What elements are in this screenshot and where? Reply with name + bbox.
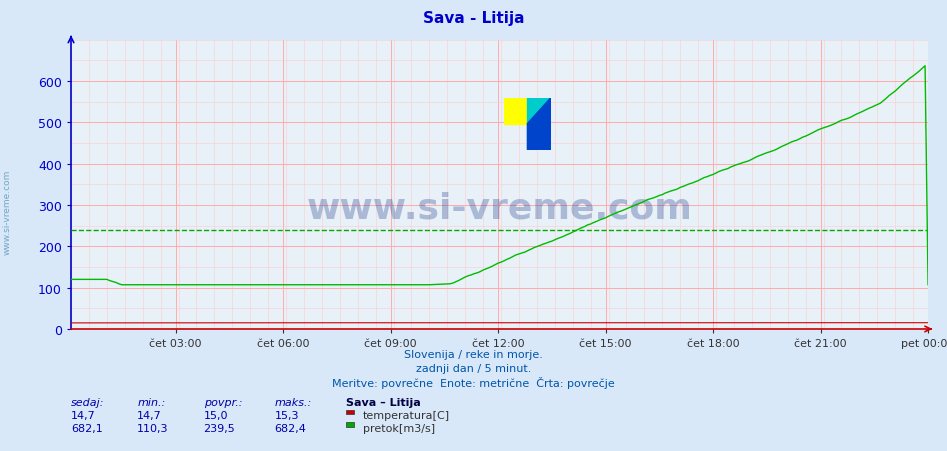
Text: 14,7: 14,7 [71, 410, 96, 420]
Polygon shape [527, 98, 551, 150]
Text: 239,5: 239,5 [204, 423, 236, 433]
Polygon shape [504, 98, 527, 124]
Text: 682,4: 682,4 [275, 423, 307, 433]
Text: 15,0: 15,0 [204, 410, 228, 420]
Text: sedaj:: sedaj: [71, 397, 104, 407]
Text: 14,7: 14,7 [137, 410, 162, 420]
Text: Sava – Litija: Sava – Litija [346, 397, 420, 407]
Text: zadnji dan / 5 minut.: zadnji dan / 5 minut. [416, 363, 531, 373]
Text: Sava - Litija: Sava - Litija [422, 11, 525, 26]
Text: 15,3: 15,3 [275, 410, 299, 420]
Text: maks.:: maks.: [275, 397, 312, 407]
Text: www.si-vreme.com: www.si-vreme.com [307, 191, 692, 225]
Text: 110,3: 110,3 [137, 423, 169, 433]
Text: Slovenija / reke in morje.: Slovenija / reke in morje. [404, 350, 543, 359]
Text: 682,1: 682,1 [71, 423, 103, 433]
Text: temperatura[C]: temperatura[C] [363, 410, 450, 420]
Polygon shape [527, 98, 551, 124]
Text: www.si-vreme.com: www.si-vreme.com [3, 170, 12, 254]
Text: povpr.:: povpr.: [204, 397, 242, 407]
Text: min.:: min.: [137, 397, 166, 407]
Text: Meritve: povrečne  Enote: metrične  Črta: povrečje: Meritve: povrečne Enote: metrične Črta: … [332, 377, 615, 389]
Text: pretok[m3/s]: pretok[m3/s] [363, 423, 435, 433]
